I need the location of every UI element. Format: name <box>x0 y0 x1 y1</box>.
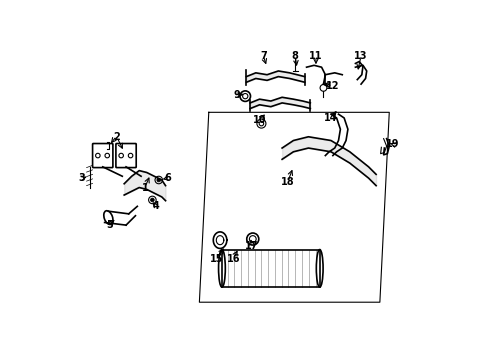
Text: 11: 11 <box>308 51 322 61</box>
Text: 6: 6 <box>163 173 170 183</box>
Text: 14: 14 <box>324 113 337 123</box>
Text: 12: 12 <box>325 81 339 91</box>
Circle shape <box>157 178 161 182</box>
Text: 18: 18 <box>280 177 294 187</box>
Text: 13: 13 <box>354 51 367 61</box>
Text: 15: 15 <box>209 254 223 264</box>
Bar <box>222 249 319 287</box>
Text: 2: 2 <box>113 132 120 142</box>
Text: 9: 9 <box>233 90 240 100</box>
Text: 10: 10 <box>252 115 266 125</box>
Text: 4: 4 <box>152 201 159 211</box>
Text: 1: 1 <box>141 183 148 193</box>
Text: 8: 8 <box>291 51 298 61</box>
Text: 5: 5 <box>105 220 112 230</box>
Text: 7: 7 <box>260 51 266 61</box>
Text: 16: 16 <box>226 254 240 264</box>
Circle shape <box>150 198 154 202</box>
Text: 19: 19 <box>386 139 399 149</box>
Text: 3: 3 <box>79 173 85 183</box>
Text: 17: 17 <box>245 241 258 251</box>
